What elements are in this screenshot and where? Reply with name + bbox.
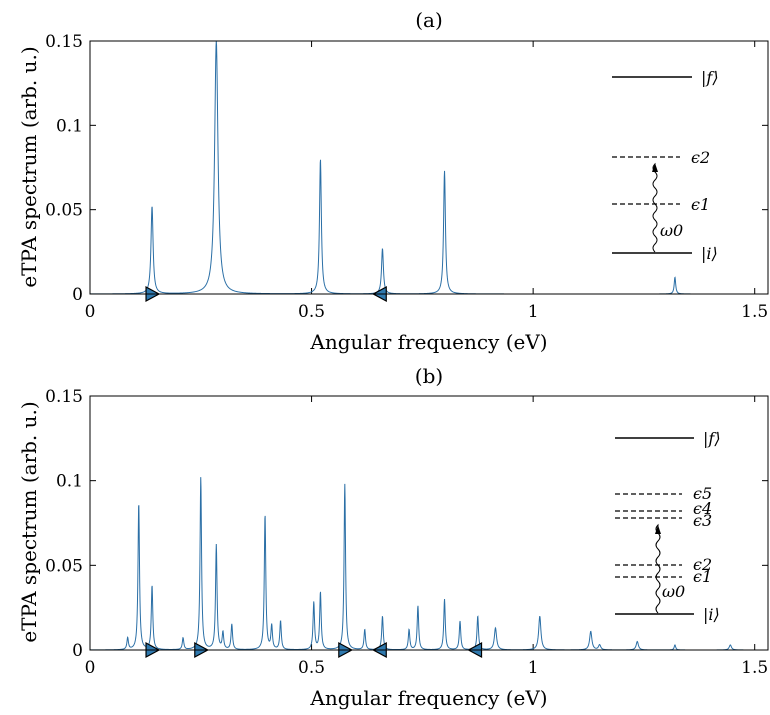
- y-tick-label: 0: [72, 285, 83, 305]
- spectrum-line: [90, 477, 768, 651]
- y-tick-label: 0.05: [45, 201, 83, 221]
- panel-b-axes: [89, 395, 769, 651]
- panel-b-energy-diagram: |f⟩ ϵ5 ϵ4 ϵ3 ϵ2 ϵ1 |i⟩ ω0: [615, 429, 721, 624]
- level-eps1-label: ϵ1: [693, 567, 712, 586]
- panel-b-series: [90, 477, 768, 651]
- level-f-label: |f⟩: [701, 68, 719, 87]
- photon-label: ω0: [662, 582, 685, 601]
- y-tick-label: 0.1: [56, 472, 83, 492]
- level-i-label: |i⟩: [701, 244, 718, 263]
- y-tick-label: 0.1: [56, 116, 83, 136]
- x-tick-label: 0.5: [298, 658, 325, 678]
- panel-a-title: (a): [415, 8, 443, 32]
- level-eps2-label: ϵ2: [691, 148, 710, 167]
- level-eps5-label: ϵ5: [693, 484, 712, 503]
- photon-wavy-arrow: [655, 523, 661, 614]
- panel-b-xlabel: Angular frequency (eV): [309, 686, 547, 710]
- x-tick-label: 0: [85, 302, 96, 322]
- y-tick-label: 0: [72, 641, 83, 661]
- panel-a-series: [90, 40, 768, 295]
- x-tick-label: 1: [528, 302, 539, 322]
- x-tick-label: 1.5: [741, 658, 768, 678]
- panel-b-ticks: 0 0.5 1 1.5 0 0.05 0.1 0.15: [45, 387, 768, 678]
- x-tick-label: 1: [528, 658, 539, 678]
- panel-a-axes: [89, 40, 769, 295]
- y-tick-label: 0.15: [45, 387, 83, 407]
- level-i-label: |i⟩: [703, 605, 720, 624]
- panel-b: (b) eTPA spectrum (arb. u.) Angular freq…: [17, 364, 769, 710]
- x-tick-label: 0: [85, 658, 96, 678]
- x-tick-label: 0.5: [298, 302, 325, 322]
- photon-label: ω0: [660, 221, 683, 240]
- panel-a-energy-diagram: |f⟩ ϵ2 ϵ1 |i⟩ ω0: [612, 68, 719, 263]
- y-tick-label: 0.05: [45, 556, 83, 576]
- photon-arrow-head: [655, 525, 661, 534]
- panel-a-ticks: 0 0.5 1 1.5 0 0.05 0.1 0.15: [45, 32, 768, 322]
- y-tick-label: 0.15: [45, 32, 83, 52]
- photon-arrow-head: [652, 163, 658, 172]
- level-f-label: |f⟩: [703, 429, 721, 448]
- panel-a-ylabel: eTPA spectrum (arb. u.): [17, 46, 41, 287]
- level-eps4-label: ϵ4: [693, 499, 712, 518]
- level-eps3-label: ϵ3: [693, 511, 712, 530]
- panel-a-xlabel: Angular frequency (eV): [309, 330, 547, 354]
- photon-wavy-arrow: [652, 162, 658, 253]
- level-eps2-label: ϵ2: [693, 555, 712, 574]
- panel-a: (a) eTPA spectrum (arb. u.) Angular freq…: [17, 8, 769, 354]
- level-eps1-label: ϵ1: [691, 195, 710, 214]
- spectrum-line: [90, 40, 768, 295]
- panel-b-title: (b): [415, 364, 443, 388]
- panel-b-ylabel: eTPA spectrum (arb. u.): [17, 401, 41, 642]
- x-tick-label: 1.5: [741, 302, 768, 322]
